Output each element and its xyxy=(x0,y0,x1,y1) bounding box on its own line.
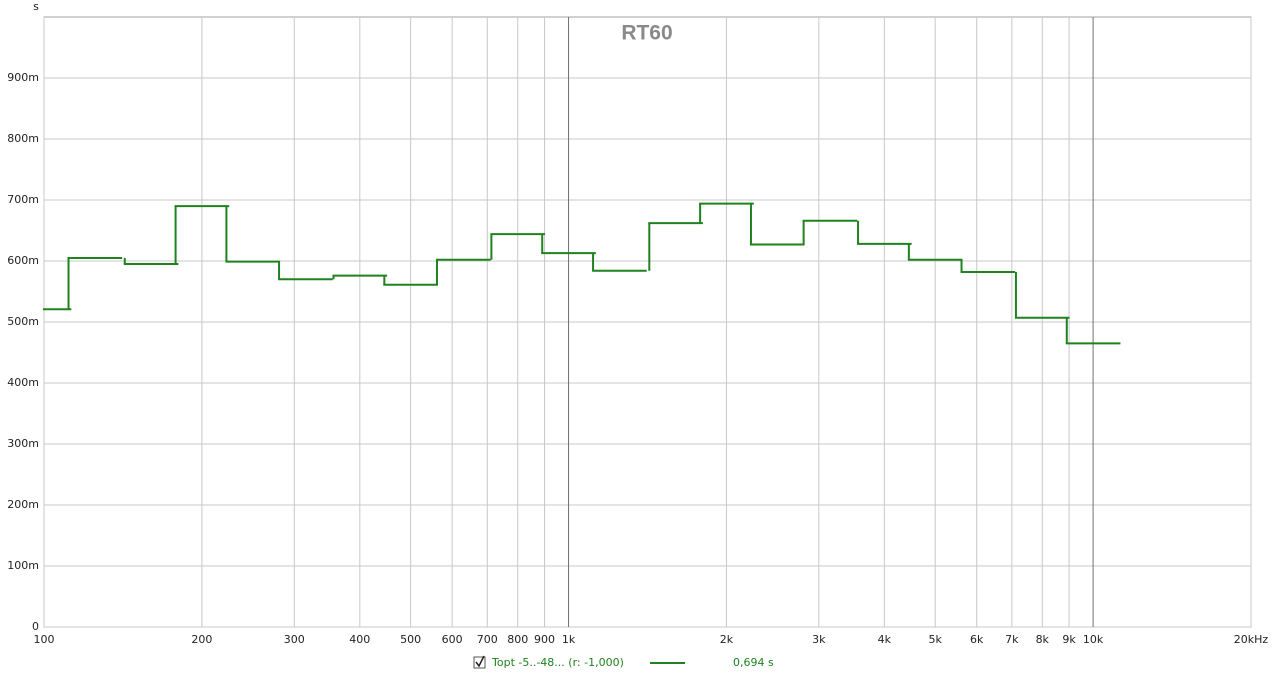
x-tick-label: 900 xyxy=(534,633,555,646)
x-tick-label: 6k xyxy=(970,633,984,646)
legend-checkbox[interactable] xyxy=(473,656,486,669)
x-tick-label: 1k xyxy=(562,633,576,646)
x-tick-label: 5k xyxy=(929,633,943,646)
legend[interactable] xyxy=(473,655,486,669)
x-tick-label: 9k xyxy=(1062,633,1076,646)
legend-readout: 0,694 s xyxy=(733,656,774,669)
y-tick-label: 700m xyxy=(7,193,39,206)
y-tick-label: 500m xyxy=(7,315,39,328)
y-tick-label: 0 xyxy=(32,620,39,633)
x-tick-label: 800 xyxy=(507,633,528,646)
x-tick-label: 200 xyxy=(191,633,212,646)
y-tick-label: 300m xyxy=(7,437,39,450)
check-mark xyxy=(475,655,485,668)
y-tick-label: 100m xyxy=(7,559,39,572)
x-tick-label: 8k xyxy=(1036,633,1050,646)
x-tick-label: 300 xyxy=(284,633,305,646)
chart-title: RT60 xyxy=(621,22,672,45)
x-tick-label: 400 xyxy=(349,633,370,646)
y-unit: s xyxy=(33,0,39,13)
x-tick-label: 7k xyxy=(1005,633,1019,646)
y-tick-label: 200m xyxy=(7,498,39,511)
x-tick-label: 10k xyxy=(1083,633,1104,646)
x-tick-label: 500 xyxy=(400,633,421,646)
legend-label: Topt -5..-48... (r: -1,000) xyxy=(491,656,624,669)
y-tick-label: 800m xyxy=(7,132,39,145)
series xyxy=(43,202,1121,345)
y-tick-label: 600m xyxy=(7,254,39,267)
grid xyxy=(43,17,1252,628)
x-tick-label: 20kHz xyxy=(1234,633,1269,646)
x-tick-label: 700 xyxy=(477,633,498,646)
x-tick-label: 600 xyxy=(442,633,463,646)
x-tick-label: 2k xyxy=(720,633,734,646)
x-tick-label: 3k xyxy=(812,633,826,646)
x-tick-label: 4k xyxy=(878,633,892,646)
x-tick-label: 100 xyxy=(34,633,55,646)
y-tick-label: 900m xyxy=(7,71,39,84)
y-tick-label: 400m xyxy=(7,376,39,389)
